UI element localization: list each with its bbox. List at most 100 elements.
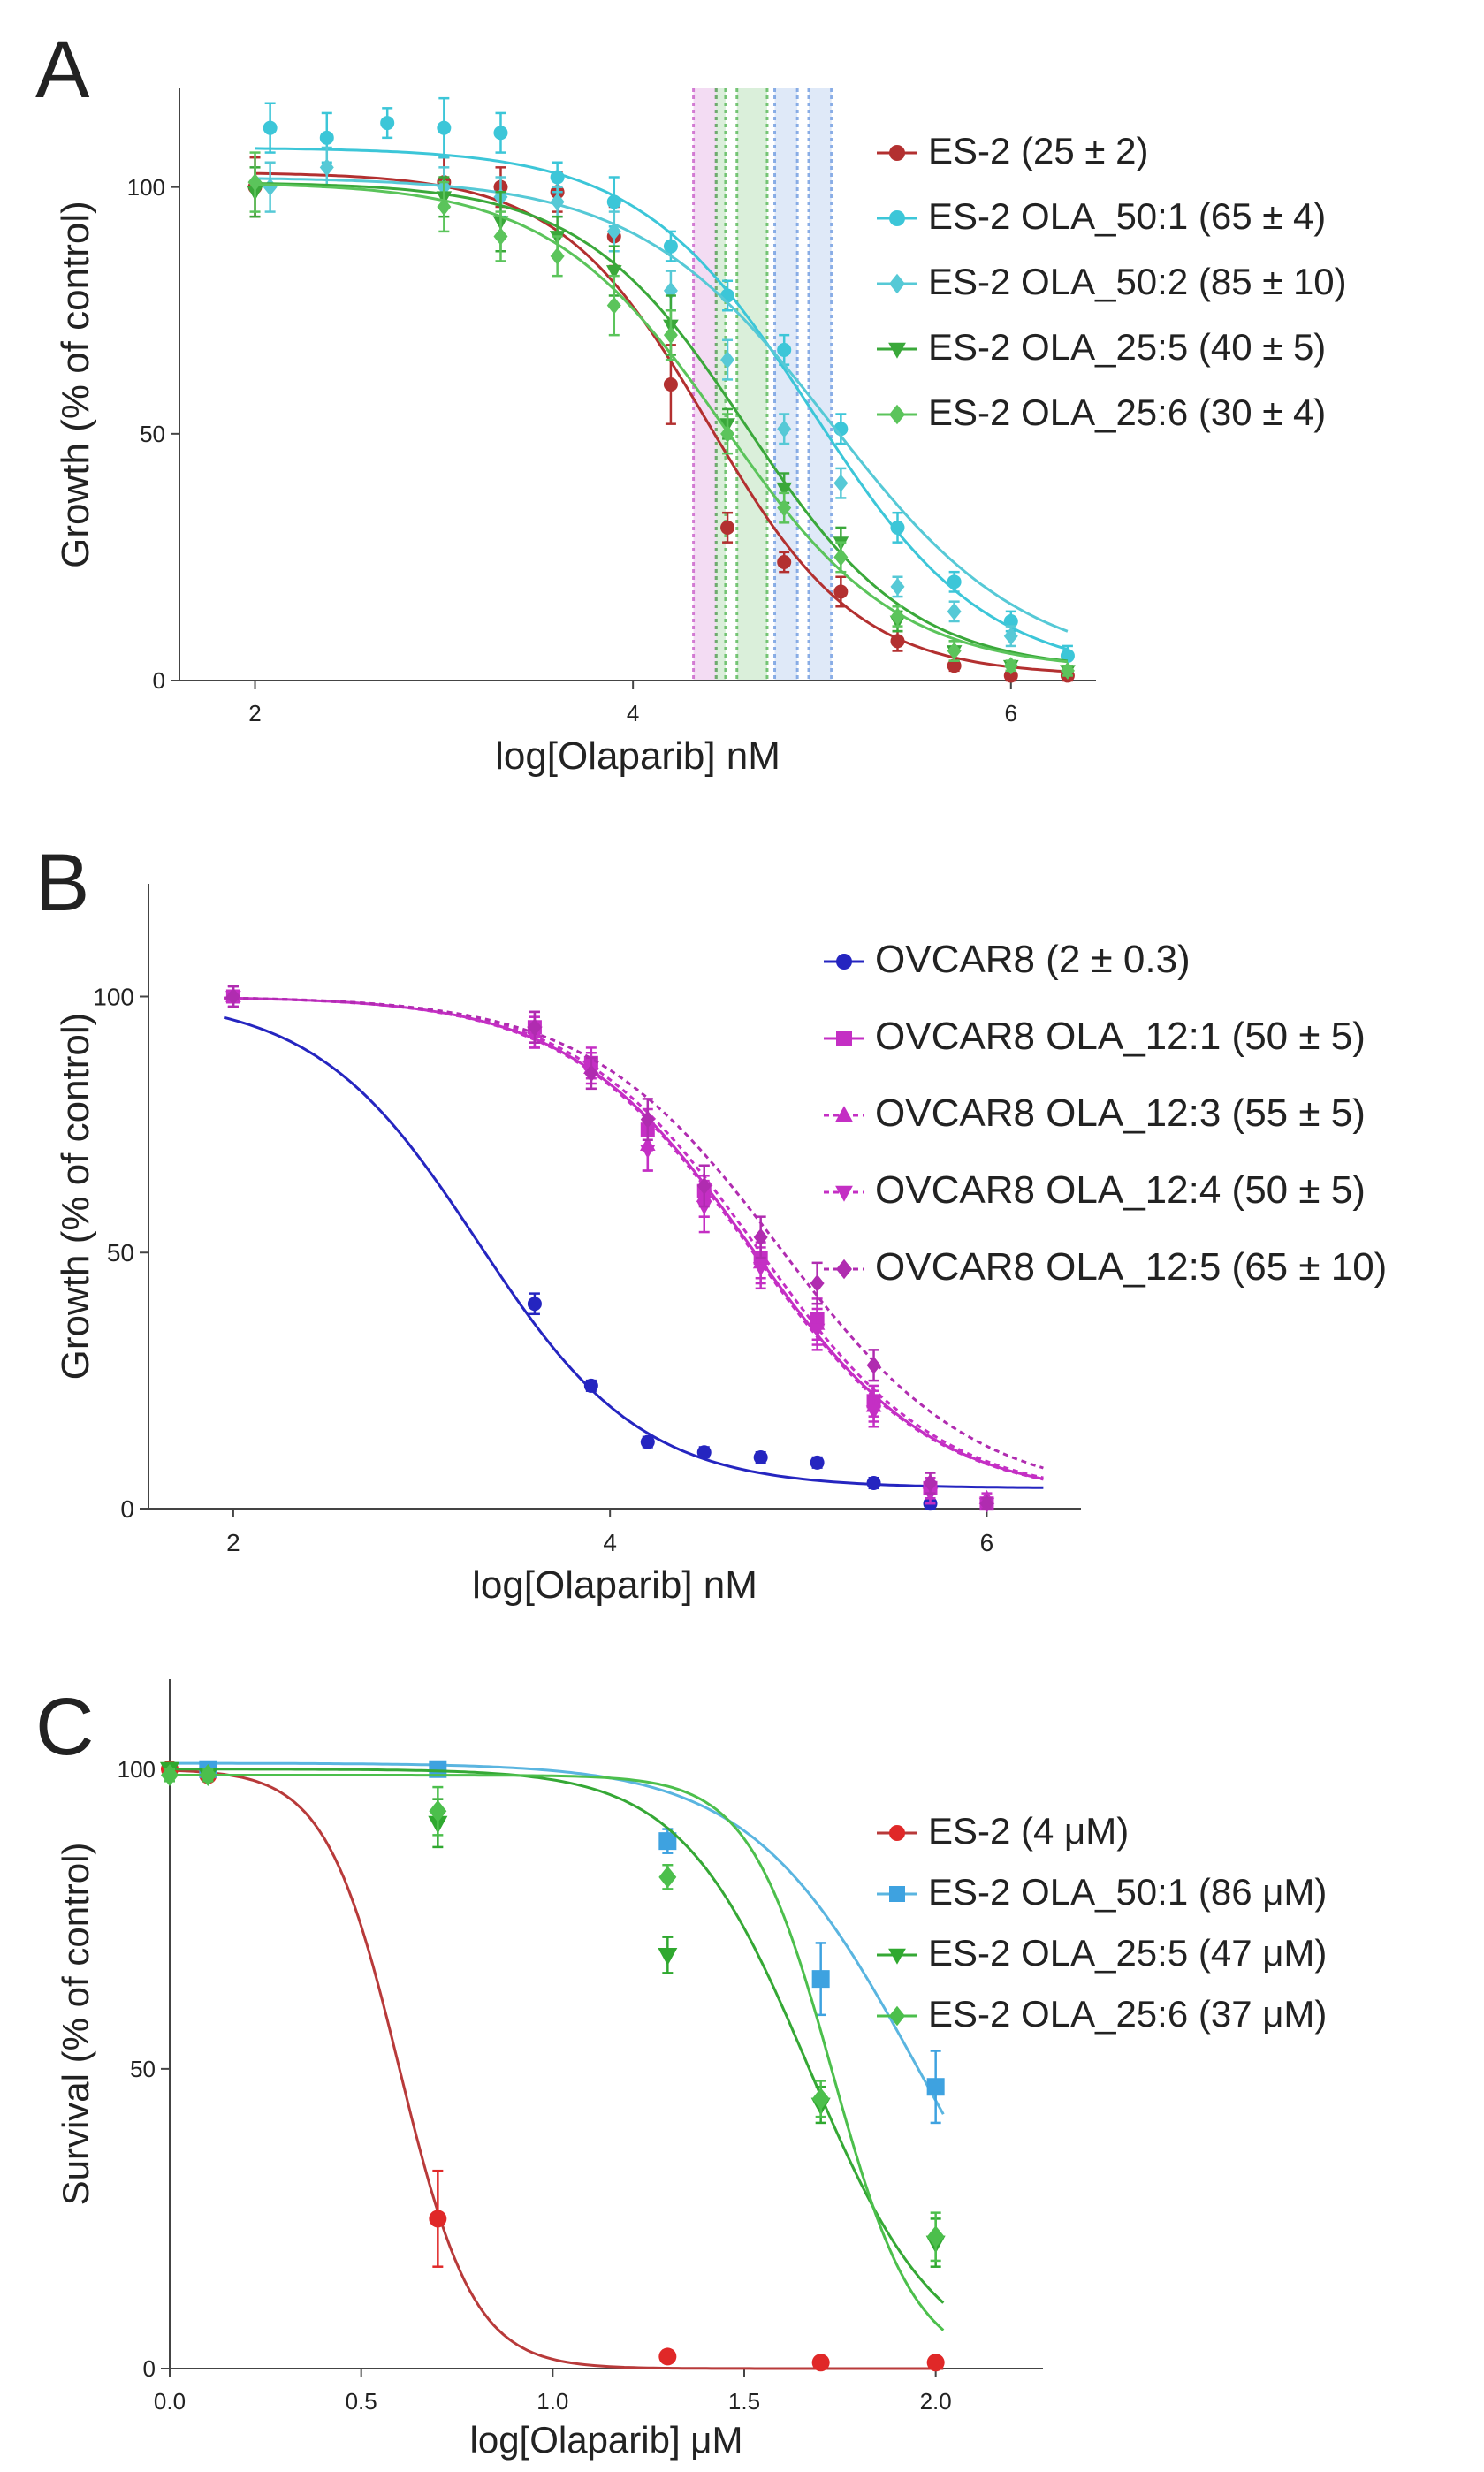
legend-label-a-3: ES-2 OLA_50:2 (85 ± 10) <box>928 261 1347 302</box>
fit-curve-c-4 <box>170 1774 945 2331</box>
ic50-band-1 <box>693 88 717 681</box>
data-point-a-1 <box>720 520 735 535</box>
legend-marker-c-2 <box>889 1886 905 1902</box>
data-point-b-1 <box>640 1434 655 1449</box>
series-b-5 <box>224 985 1044 1513</box>
data-point-a-2 <box>493 126 508 141</box>
chart-c: 0 50 100 0.0 0.5 1.0 1.5 2.0 Survival (% of cont… <box>55 1679 1327 2461</box>
legend-marker-b-1 <box>836 954 852 970</box>
legend-label-c-1: ES-2 (4 μM) <box>928 1810 1129 1852</box>
ic50-band-2 <box>716 88 726 681</box>
data-point-c-2 <box>658 1832 677 1851</box>
legend-label-b-1: OVCAR8 (2 ± 0.3) <box>875 938 1191 981</box>
data-point-b-4 <box>752 1262 769 1277</box>
data-point-a-5 <box>550 247 565 265</box>
legend-marker-b-3 <box>835 1106 853 1122</box>
legend-marker-a-5 <box>889 404 905 425</box>
data-point-c-1 <box>658 2347 677 2366</box>
data-point-b-1 <box>583 1378 598 1393</box>
data-point-c-2 <box>926 2078 945 2096</box>
data-point-b-1 <box>753 1450 768 1465</box>
series-c-1 <box>161 1760 945 2372</box>
data-point-a-2 <box>720 288 735 303</box>
y-tick-label: 100 <box>127 174 165 201</box>
data-point-a-4 <box>776 482 793 497</box>
fit-curve-c-3 <box>170 1768 945 2304</box>
fit-curve-c-2 <box>170 1761 945 2115</box>
fit-curve-b-1 <box>223 1015 1044 1489</box>
data-point-b-4 <box>865 1405 882 1420</box>
y-tick-label: 50 <box>140 421 165 447</box>
series-a-2 <box>255 96 1075 667</box>
fit-curve-a-4 <box>255 182 1069 663</box>
data-point-c-4 <box>926 2225 945 2248</box>
data-point-b-4 <box>696 1200 712 1215</box>
data-point-a-2 <box>550 170 565 185</box>
legend-label-a-4: ES-2 OLA_25:5 (40 ± 5) <box>928 326 1326 368</box>
legend-label-c-4: ES-2 OLA_25:6 (37 μM) <box>928 1993 1327 2035</box>
data-point-a-5 <box>663 326 678 345</box>
data-point-a-4 <box>605 265 622 280</box>
data-point-c-2 <box>811 1970 830 1989</box>
data-point-c-3 <box>658 1948 678 1966</box>
series-c-3 <box>160 1761 946 2304</box>
data-point-a-2 <box>437 120 452 135</box>
data-point-a-3 <box>1003 627 1018 645</box>
panel-letter-a: A <box>35 25 90 115</box>
data-point-a-5 <box>720 424 735 443</box>
series-a-5 <box>247 151 1075 680</box>
x-tick-label: 6 <box>980 1529 994 1556</box>
data-point-b-1 <box>866 1476 881 1491</box>
legend-label-a-1: ES-2 (25 ± 2) <box>928 130 1148 171</box>
legend-label-c-2: ES-2 OLA_50:1 (86 μM) <box>928 1871 1327 1913</box>
data-point-c-4 <box>161 1764 179 1787</box>
legend-marker-c-1 <box>889 1825 905 1841</box>
data-point-c-4 <box>658 1866 677 1889</box>
chart-a: 0 50 100 2 4 6 Growth (% of control) log[Olapar… <box>54 88 1347 778</box>
data-point-a-3 <box>947 602 962 620</box>
data-point-a-2 <box>263 120 278 135</box>
fit-curve-b-5 <box>224 996 1044 1470</box>
data-point-c-1 <box>429 2210 447 2228</box>
data-point-a-1 <box>1003 668 1018 683</box>
y-tick-label: 0 <box>153 667 165 694</box>
y-tick-label: 50 <box>130 2056 156 2082</box>
legend-label-a-5: ES-2 OLA_25:6 (30 ± 4) <box>928 392 1326 433</box>
data-point-a-5 <box>833 548 849 567</box>
data-point-a-2 <box>606 194 621 209</box>
fit-curve-b-3 <box>224 996 1044 1479</box>
data-point-a-2 <box>663 239 678 254</box>
panel-letter-b: B <box>35 838 89 928</box>
fit-curve-a-2 <box>255 147 1069 651</box>
legend-marker-b-5 <box>836 1259 852 1280</box>
data-point-a-3 <box>319 158 334 177</box>
data-point-a-5 <box>493 227 508 246</box>
data-point-a-5 <box>606 296 621 315</box>
fit-curve-b-4 <box>224 996 1044 1481</box>
data-point-a-5 <box>777 498 792 517</box>
data-point-a-5 <box>947 642 962 660</box>
y-tick-label: 0 <box>143 2355 156 2382</box>
data-point-b-4 <box>639 1144 656 1159</box>
x-axis-label: log[Olaparib] nM <box>472 1563 757 1607</box>
legend-label-b-5: OVCAR8 OLA_12:5 (65 ± 10) <box>875 1245 1387 1289</box>
x-tick-label: 2.0 <box>920 2388 952 2415</box>
legend-marker-b-2 <box>836 1031 852 1046</box>
data-point-c-1 <box>811 2354 830 2372</box>
data-point-c-2 <box>429 1760 447 1778</box>
data-point-b-5 <box>640 1110 655 1129</box>
data-point-b-5 <box>527 1018 542 1037</box>
x-tick-label: 0.5 <box>346 2388 377 2415</box>
legend-marker-c-3 <box>888 1948 906 1965</box>
x-tick-label: 4 <box>627 700 639 726</box>
data-point-a-3 <box>263 178 278 196</box>
data-point-a-5 <box>1060 661 1075 680</box>
data-point-b-5 <box>696 1176 712 1195</box>
legend-label-b-2: OVCAR8 OLA_12:1 (50 ± 5) <box>875 1015 1366 1058</box>
data-point-b-5 <box>979 1495 994 1513</box>
data-point-c-4 <box>429 1799 447 1822</box>
x-axis-label: log[Olaparib] nM <box>495 734 780 778</box>
data-point-b-5 <box>753 1228 768 1246</box>
legend-label-c-3: ES-2 OLA_25:5 (47 μM) <box>928 1932 1327 1974</box>
